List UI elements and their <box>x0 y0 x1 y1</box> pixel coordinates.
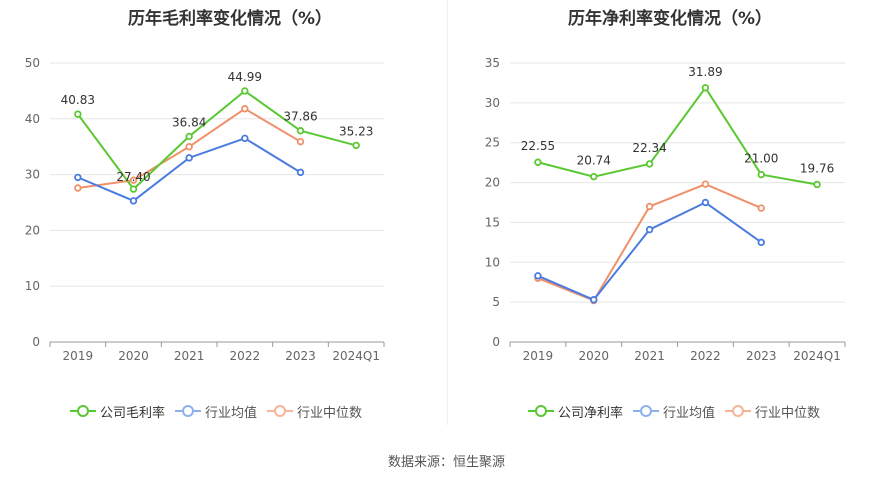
data-label: 22.55 <box>521 139 555 153</box>
x-tick-label: 2020 <box>118 349 149 363</box>
x-tick-label: 2021 <box>174 349 205 363</box>
data-point <box>701 180 710 188</box>
data-label: 35.23 <box>339 124 373 138</box>
data-label: 44.99 <box>228 70 262 84</box>
data-point <box>74 173 82 182</box>
y-tick-label: 40 <box>25 112 40 126</box>
data-point <box>757 204 765 212</box>
gross-margin-legend: 公司毛利率 行业均值 行业中位数 <box>70 402 372 421</box>
y-tick-label: 10 <box>25 279 40 293</box>
data-point <box>701 84 710 92</box>
data-point <box>296 127 305 135</box>
legend-line-icon <box>175 405 202 417</box>
series-line <box>537 86 818 186</box>
data-point <box>241 134 249 143</box>
chart-title-net-margin: 历年净利率变化情况（%） <box>567 9 773 29</box>
data-point <box>757 238 765 247</box>
legend-label: 公司毛利率 <box>100 405 166 421</box>
data-label: 27.40 <box>116 170 150 184</box>
legend-line-icon <box>70 405 96 417</box>
y-tick-label: 30 <box>485 96 500 110</box>
data-point <box>534 158 542 166</box>
x-tick-label: 2022 <box>690 349 721 363</box>
y-tick-label: 20 <box>25 223 40 237</box>
gross-margin-chart: 0 10 20 30 40 50 2019 2020 2021 2022 2023 2024Q1 40.… <box>25 56 385 363</box>
y-tick-label: 25 <box>485 136 500 150</box>
net-margin-chart: 0 5 10 15 20 25 30 35 2019 2020 2021 2022 2023 2024Q1… <box>485 56 846 363</box>
y-tick-label: 0 <box>492 335 500 349</box>
legend-item-industry-mean[interactable]: 行业均值 <box>175 402 257 421</box>
x-tick-label: 2024Q1 <box>332 349 380 363</box>
data-point <box>757 170 765 179</box>
legend-item-industry-mean[interactable]: 行业均值 <box>633 402 715 421</box>
data-source-note: 数据来源：恒生聚源 <box>387 455 505 470</box>
data-point <box>129 197 138 205</box>
legend-item-industry-median[interactable]: 行业中位数 <box>267 402 362 421</box>
legend-line-icon <box>725 405 752 417</box>
legend-line-icon <box>633 405 660 417</box>
legend-line-icon <box>528 405 554 417</box>
x-tick-label: 2019 <box>63 349 94 363</box>
legend-line-icon <box>267 405 294 417</box>
legend-label: 公司净利率 <box>558 405 624 421</box>
legend-label: 行业中位数 <box>297 405 363 421</box>
y-tick-label: 35 <box>485 56 500 70</box>
x-tick-label: 2019 <box>523 349 554 363</box>
net-margin-legend: 公司净利率 行业均值 行业中位数 <box>528 402 830 421</box>
data-label: 37.86 <box>283 110 317 124</box>
data-label: 40.83 <box>61 93 95 107</box>
x-tick-label: 2024Q1 <box>793 349 841 363</box>
data-point <box>241 87 249 95</box>
legend-label: 行业均值 <box>663 405 716 421</box>
y-tick-label: 20 <box>485 176 500 190</box>
data-point <box>74 184 82 192</box>
y-tick-label: 30 <box>25 168 40 182</box>
x-tick-label: 2023 <box>285 349 316 363</box>
data-point <box>129 185 138 193</box>
chart-divider <box>447 0 448 425</box>
data-label: 36.84 <box>172 115 206 129</box>
data-point <box>129 176 138 184</box>
data-label: 21.00 <box>744 152 778 166</box>
data-point <box>352 141 360 150</box>
y-tick-label: 50 <box>25 56 40 70</box>
series-line <box>537 201 762 301</box>
data-label: 20.74 <box>577 154 611 168</box>
legend-item-industry-median[interactable]: 行业中位数 <box>725 402 820 421</box>
data-point <box>590 296 598 304</box>
series-line <box>537 183 762 302</box>
data-point <box>74 110 82 118</box>
data-point <box>645 160 654 168</box>
data-label: 31.89 <box>688 65 722 79</box>
data-point <box>185 154 193 162</box>
chart-title-gross-margin: 历年毛利率变化情况（%） <box>127 9 333 29</box>
y-tick-label: 15 <box>485 215 500 229</box>
x-tick-label: 2021 <box>634 349 665 363</box>
data-label: 22.34 <box>632 141 666 155</box>
data-point <box>296 137 305 146</box>
data-point <box>590 172 598 181</box>
data-label: 19.76 <box>800 161 834 175</box>
data-point <box>645 202 654 211</box>
legend-label: 行业均值 <box>205 405 258 421</box>
data-point <box>701 198 710 207</box>
x-tick-label: 2020 <box>578 349 609 363</box>
data-point <box>296 168 305 177</box>
x-tick-label: 2023 <box>746 349 777 363</box>
y-tick-label: 0 <box>32 335 40 349</box>
data-point <box>185 132 193 141</box>
legend-item-company[interactable]: 公司毛利率 <box>70 402 165 421</box>
legend-item-company[interactable]: 公司净利率 <box>528 402 623 421</box>
x-tick-label: 2022 <box>230 349 261 363</box>
y-tick-label: 5 <box>492 295 500 309</box>
data-point <box>185 142 193 151</box>
data-point <box>645 225 654 234</box>
data-point <box>534 272 542 280</box>
data-point <box>813 180 821 189</box>
series-line <box>77 89 357 191</box>
y-tick-label: 10 <box>485 255 500 269</box>
data-point <box>241 105 249 113</box>
legend-label: 行业中位数 <box>755 405 821 421</box>
